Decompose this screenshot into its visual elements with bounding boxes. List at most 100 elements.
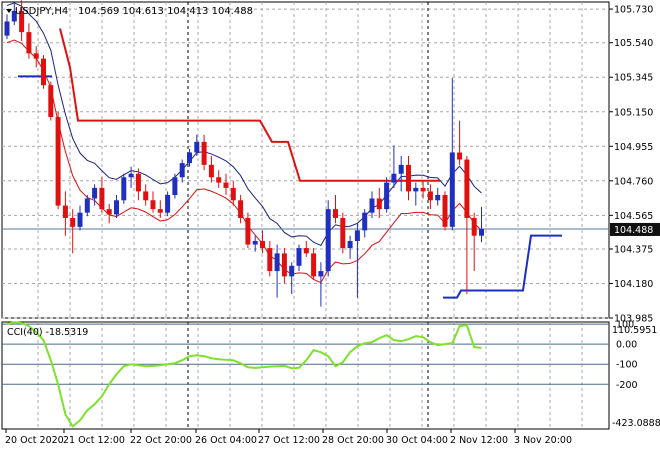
cci-line [6, 321, 482, 428]
current-price-label: 104.488 [614, 225, 653, 236]
candle-bear [208, 164, 214, 178]
cci-min-label: -423.0888 [612, 418, 660, 429]
candle-bull [347, 240, 353, 249]
candle-bear [260, 240, 265, 249]
candle-bear [55, 117, 61, 206]
candle-bull [128, 173, 134, 178]
candle-bear [99, 187, 105, 210]
cci-label: CCI(40) -18.5319 [7, 327, 88, 338]
candle-bear [311, 253, 317, 277]
y-tick-label: 104.180 [614, 279, 653, 290]
candle-bull [187, 152, 192, 164]
candle-bear [62, 205, 68, 218]
candle-bull [92, 187, 98, 199]
x-tick-label: 2 Nov 12:00 [450, 435, 508, 446]
cci-level-label: -200 [616, 380, 638, 391]
dropdown-triangle-icon[interactable] [6, 9, 12, 13]
cci-level-label: -100 [616, 360, 638, 371]
candle-bull [384, 182, 390, 210]
candle-bear [427, 191, 433, 201]
y-tick-label: 104.375 [614, 244, 653, 255]
candle-bear [281, 253, 287, 277]
candle-bull [289, 265, 295, 277]
y-tick-label: 105.730 [614, 5, 653, 16]
candle-bear [464, 159, 470, 218]
y-tick-label: 103.985 [614, 314, 653, 325]
candle-bear [223, 182, 229, 188]
candle-bear [33, 53, 39, 59]
candle-bear [230, 187, 236, 201]
candle-bear [26, 32, 32, 54]
candle-bull [354, 230, 360, 241]
candles [4, 0, 484, 307]
y-tick-label: 105.540 [614, 38, 653, 49]
x-tick-label: 28 Oct 20:00 [322, 435, 384, 446]
symbol-label: USDJPY,H4 [15, 6, 68, 17]
candle-bear [216, 177, 222, 183]
candle-bull [479, 228, 484, 236]
cci-series [6, 321, 482, 428]
candle-bull [449, 152, 455, 227]
x-tick-label: 22 Oct 20:00 [130, 435, 192, 446]
indicator-panel-frame [1, 321, 610, 430]
candle-bull [172, 177, 178, 195]
candle-bull [11, 10, 17, 22]
candle-bear [457, 152, 463, 160]
candle-bear [267, 248, 273, 272]
candle-bull [77, 212, 83, 227]
candle-bear [143, 191, 149, 201]
candle-bear [135, 173, 141, 192]
candle-bull [84, 198, 90, 213]
candle-bull [318, 271, 324, 277]
candle-bear [238, 200, 244, 218]
y-tick-label: 105.150 [614, 107, 653, 118]
x-tick-label: 27 Oct 12:00 [258, 435, 320, 446]
candle-bear [245, 217, 251, 245]
candle-bull [296, 248, 302, 266]
candle-bear [376, 198, 382, 210]
indicator-overlays [2, 2, 609, 299]
time-axis: 20 Oct 2020 21 Oct 12:00 22 Oct 20:00 26 Oc… [5, 429, 572, 446]
candle-bull [435, 194, 441, 201]
candle-bear [471, 217, 477, 236]
stop-line-blue [443, 234, 562, 299]
candle-bear [340, 217, 346, 249]
current-price-tag [610, 222, 660, 236]
candle-bear [157, 209, 163, 213]
candle-bull [252, 240, 258, 245]
price-axis: 105.730 105.540 105.345 105.150 104.955 104.7… [609, 5, 653, 325]
candle-bear [19, 10, 25, 33]
main-panel-frame [1, 1, 610, 319]
candle-bull [391, 173, 397, 183]
candle-bull [179, 163, 185, 178]
x-tick-label: 20 Oct 2020 [5, 435, 64, 446]
x-tick-label: 21 Oct 12:00 [63, 435, 125, 446]
candle-bear [406, 164, 411, 192]
candle-bear [201, 141, 207, 165]
stop-line-red [59, 28, 440, 182]
candle-bull [121, 177, 127, 201]
candle-bull [4, 21, 10, 36]
candle-bear [48, 85, 54, 118]
candle-bear [333, 209, 338, 218]
candle-bull [398, 164, 404, 174]
x-tick-label: 30 Oct 04:00 [386, 435, 448, 446]
candle-bear [41, 58, 46, 86]
y-tick-label: 104.955 [614, 142, 653, 153]
candle-bear [303, 248, 309, 254]
candle-bull [274, 253, 280, 272]
candle-bull [165, 194, 171, 213]
envelope-upper-line [6, 2, 482, 247]
candle-bear [70, 217, 76, 227]
y-tick-label: 105.345 [614, 73, 653, 84]
x-tick-label: 3 Nov 20:00 [514, 435, 572, 446]
candle-bear [106, 209, 112, 215]
envelope-lower-line [6, 39, 482, 284]
cci-level-label: 0.00 [616, 340, 637, 351]
ohlc-label: 104.569 104.613 104.413 104.488 [78, 6, 253, 17]
candle-bull [413, 187, 419, 192]
candle-bull [369, 198, 375, 213]
candle-bear [150, 200, 156, 210]
indicator-grid: 100 0.00 -100 -200 [2, 320, 638, 429]
